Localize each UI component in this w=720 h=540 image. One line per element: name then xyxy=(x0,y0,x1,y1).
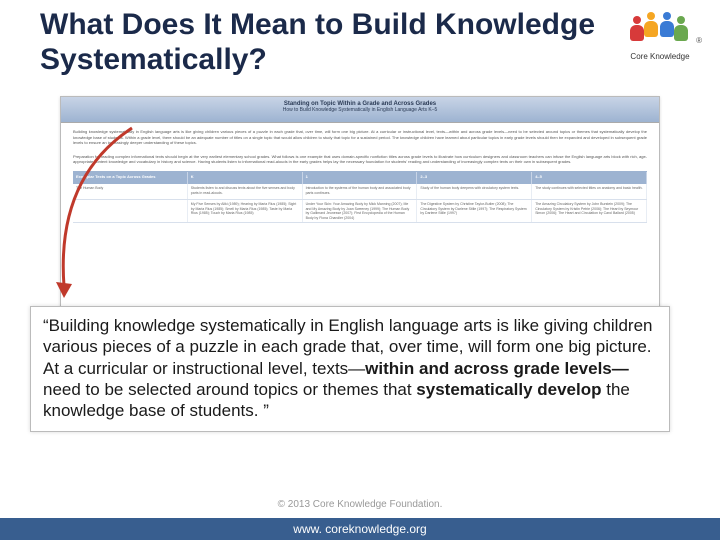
doc-paragraph-1: Building knowledge systematically in Eng… xyxy=(61,123,659,148)
quote-bold-1: within and across grade levels— xyxy=(365,359,629,378)
doc-header-sub: How to Build Knowledge Systematically in… xyxy=(61,107,659,113)
doc-td: Students listen to and discuss texts abo… xyxy=(188,184,303,199)
doc-header: Standing on Topic Within a Grade and Acr… xyxy=(61,97,659,123)
doc-td: Study of the human body deepens with cir… xyxy=(417,184,532,199)
title-area: What Does It Mean to Build Knowledge Sys… xyxy=(0,0,720,77)
doc-td: The Digestive System by Christine Taylor… xyxy=(417,200,532,222)
doc-table-row: The Human Body Students listen to and di… xyxy=(73,184,647,200)
doc-paragraph-2: Preparation for reading complex informat… xyxy=(61,148,659,167)
doc-td: Introduction to the systems of the human… xyxy=(303,184,418,199)
doc-table-row: My Five Senses by Aliki (1989); Hearing … xyxy=(73,200,647,223)
registered-mark: ® xyxy=(696,36,702,45)
page-title: What Does It Mean to Build Knowledge Sys… xyxy=(40,8,616,77)
doc-th: K xyxy=(188,172,303,184)
quote-mid: need to be selected around topics or the… xyxy=(43,380,416,399)
doc-td xyxy=(73,200,188,222)
logo-text: Core Knowledge xyxy=(624,52,696,61)
doc-header-title: Standing on Topic Within a Grade and Acr… xyxy=(61,97,659,107)
logo-figures xyxy=(624,10,696,50)
quote-bold-2: systematically develop xyxy=(416,380,601,399)
doc-td: My Five Senses by Aliki (1989); Hearing … xyxy=(188,200,303,222)
core-knowledge-logo: Core Knowledge ® xyxy=(624,10,696,66)
doc-th: 2–3 xyxy=(417,172,532,184)
doc-td: Under Your Skin: Your Amazing Body by Mi… xyxy=(303,200,418,222)
doc-td: The study continues with selected titles… xyxy=(532,184,647,199)
doc-th: 4–5 xyxy=(532,172,647,184)
doc-table: Exemplar Texts on a Topic Across Grades … xyxy=(73,171,647,223)
quote-box: “Building knowledge systematically in En… xyxy=(30,306,670,432)
footer-url: www. coreknowledge.org xyxy=(0,518,720,540)
doc-td: The Human Body xyxy=(73,184,188,199)
doc-table-header-row: Exemplar Texts on a Topic Across Grades … xyxy=(73,172,647,184)
doc-th: Exemplar Texts on a Topic Across Grades xyxy=(73,172,188,184)
doc-th: 1 xyxy=(303,172,418,184)
doc-td: The Amazing Circulatory System by John B… xyxy=(532,200,647,222)
copyright-text: © 2013 Core Knowledge Foundation. xyxy=(0,499,720,510)
